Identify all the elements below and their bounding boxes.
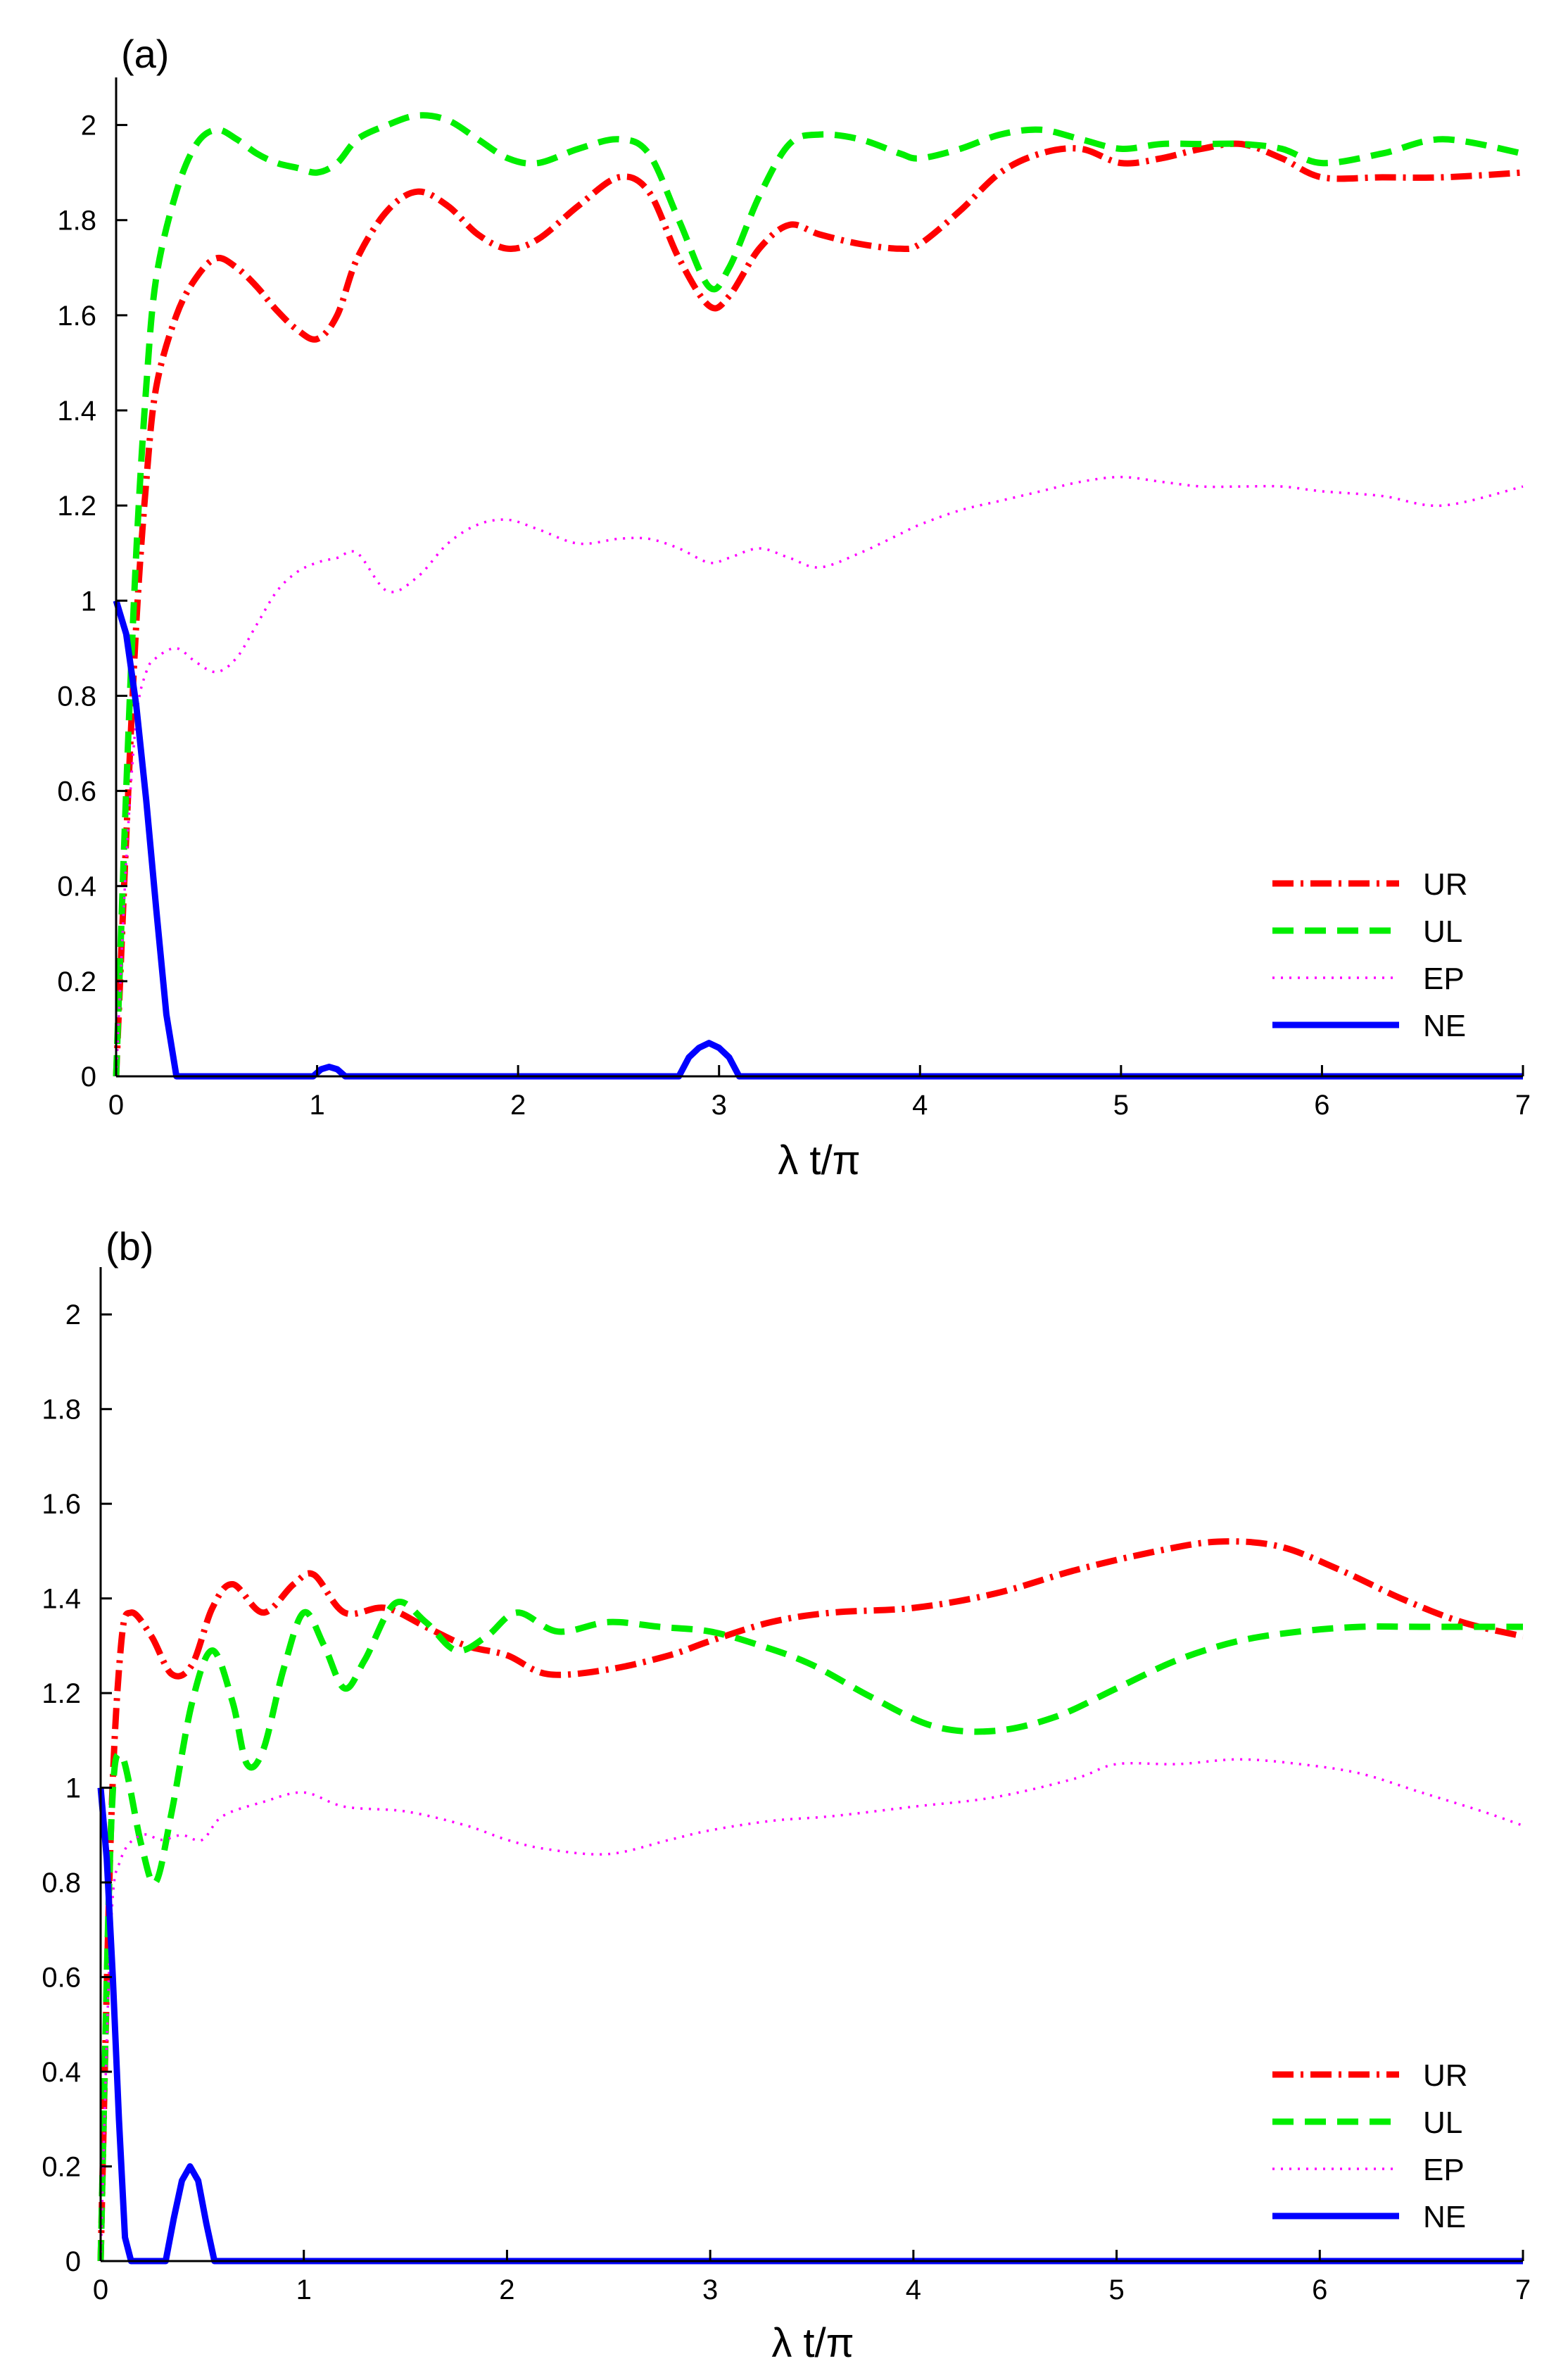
y-tick-label: 0: [65, 2246, 81, 2277]
y-tick-label: 1.4: [42, 1584, 81, 1615]
y-tick-label: 1.6: [57, 301, 96, 332]
legend: UR UL EP NE: [1272, 867, 1468, 1043]
y-tick-label: 1.8: [57, 206, 96, 237]
y-tick-label: 1: [65, 1773, 81, 1804]
y-tick-label: 1.8: [42, 1395, 81, 1425]
y-tick-label: 1.4: [57, 396, 96, 427]
legend: UR UL EP NE: [1272, 2058, 1468, 2234]
y-tick-label: 0.6: [57, 776, 96, 807]
x-tick-label: 4: [912, 1090, 928, 1121]
y-tick-label: 0.8: [42, 1868, 81, 1899]
x-axis-label: λ t/π: [778, 1138, 860, 1183]
y-tick-label: 1.2: [42, 1678, 81, 1709]
y-tick-label: 0.4: [42, 2057, 81, 2088]
x-tick-label: 3: [712, 1090, 727, 1121]
series-line-ul: [113, 112, 1524, 1077]
y-tick-label: 0.4: [57, 871, 96, 902]
y-tick-label: 1.2: [57, 491, 96, 522]
x-tick-label: 0: [108, 1090, 124, 1121]
y-tick-label: 2: [65, 1299, 81, 1330]
legend-label-ul: UL: [1423, 914, 1462, 949]
panel-b: (b) 0 1 2 3 4 5 6 700.20.40.60.811.21.41.61.82 …: [42, 1224, 1531, 2366]
y-tick-label: 1: [81, 586, 96, 617]
series-line-ne: [97, 1787, 1523, 2265]
legend-label-ur: UR: [1423, 2058, 1468, 2093]
y-tick-label: 2: [81, 111, 96, 141]
y-tick-label: 0.2: [57, 967, 96, 997]
legend-label-ul: UL: [1423, 2106, 1462, 2140]
series-line-ep: [99, 1758, 1524, 2262]
x-tick-label: 6: [1314, 1090, 1329, 1121]
series-line-ne: [113, 599, 1523, 1080]
series-line-ep: [115, 475, 1524, 1077]
x-tick-label: 2: [499, 2274, 514, 2305]
legend-label-ep: EP: [1423, 2153, 1465, 2187]
x-tick-label: 7: [1515, 2274, 1531, 2305]
x-tick-label: 6: [1312, 2274, 1327, 2305]
x-tick-label: 5: [1108, 2274, 1124, 2305]
legend-label-ne: NE: [1423, 1009, 1466, 1043]
legend-label-ur: UR: [1423, 867, 1468, 902]
x-tick-label: 1: [309, 1090, 324, 1121]
series-line-ur: [97, 1538, 1524, 2262]
y-tick-label: 0.6: [42, 1963, 81, 1994]
x-axis-label: λ t/π: [771, 2320, 854, 2366]
x-tick-label: 5: [1113, 1090, 1129, 1121]
x-tick-label: 1: [296, 2274, 312, 2305]
y-tick-label: 0.8: [57, 681, 96, 712]
legend-label-ep: EP: [1423, 962, 1465, 996]
x-tick-label: 7: [1515, 1090, 1531, 1121]
series-line-ul: [97, 1599, 1523, 2262]
y-tick-label: 1.6: [42, 1489, 81, 1520]
y-tick-label: 0.2: [42, 2152, 81, 2183]
panel-a-label: (a): [121, 32, 169, 76]
y-tick-label: 0: [81, 1062, 96, 1093]
panel-b-label: (b): [106, 1224, 153, 1269]
panel-a: (a) 0 1 2 3 4 5 6 700.20.40.60.811.21.41.61.82 …: [57, 32, 1531, 1183]
x-tick-label: 4: [906, 2274, 921, 2305]
series-line-ur: [113, 140, 1524, 1077]
x-tick-label: 0: [93, 2274, 108, 2305]
x-tick-label: 3: [702, 2274, 718, 2305]
x-tick-label: 2: [510, 1090, 526, 1121]
legend-label-ne: NE: [1423, 2200, 1466, 2234]
